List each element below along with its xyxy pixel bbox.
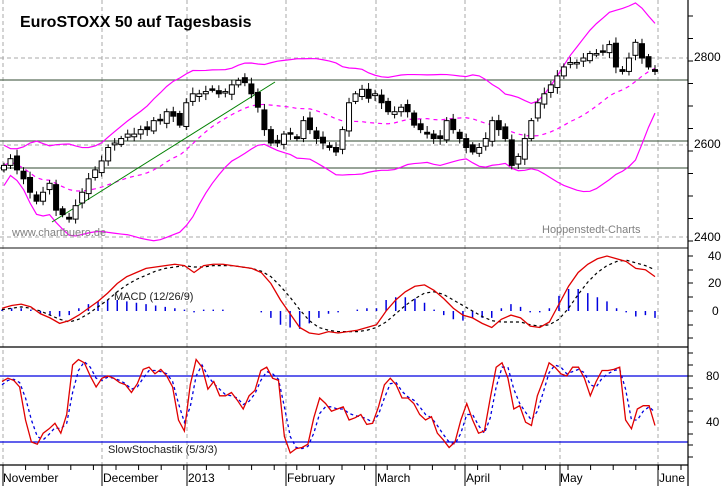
source-watermark-left: www.chartbuero.de [12,227,107,239]
macd-tick-0: 0 [712,304,719,318]
y-axis-ticks [688,15,693,458]
x-axis-ticks [2,465,682,486]
macd-tick-20: 20 [708,276,722,290]
price-tick-2800: 2800 [694,50,721,64]
stoch-tick-40: 40 [706,415,720,429]
macd-label: MACD (12/26/9) [114,291,194,303]
price-tick-2400: 2400 [694,230,721,244]
support-resistance-lines [0,79,688,169]
month-label-april: April [466,471,491,485]
source-watermark-right: Hoppenstedt-Charts [542,224,641,236]
trend-line [51,81,276,223]
candlesticks [1,37,658,224]
horizontal-grid [0,57,688,238]
month-label-november: November [3,471,59,485]
stoch-tick-80: 80 [706,369,720,383]
month-label-2013: 2013 [188,471,215,485]
macd-panel [1,255,656,336]
chart-title: EuroSTOXX 50 auf Tagesbasis [20,14,252,31]
stochastic-panel [0,358,688,455]
price-tick-2600: 2600 [694,137,721,151]
bollinger-bands [3,2,656,242]
month-label-february: February [287,471,336,485]
month-label-june: June [659,471,686,485]
stochastic-label: SlowStochastik (5/3/3) [108,444,218,456]
macd-tick-40: 40 [708,249,722,263]
month-label-may: May [560,471,583,485]
month-label-march: March [377,471,411,485]
month-label-december: December [103,471,159,485]
panel-borders [0,0,689,486]
